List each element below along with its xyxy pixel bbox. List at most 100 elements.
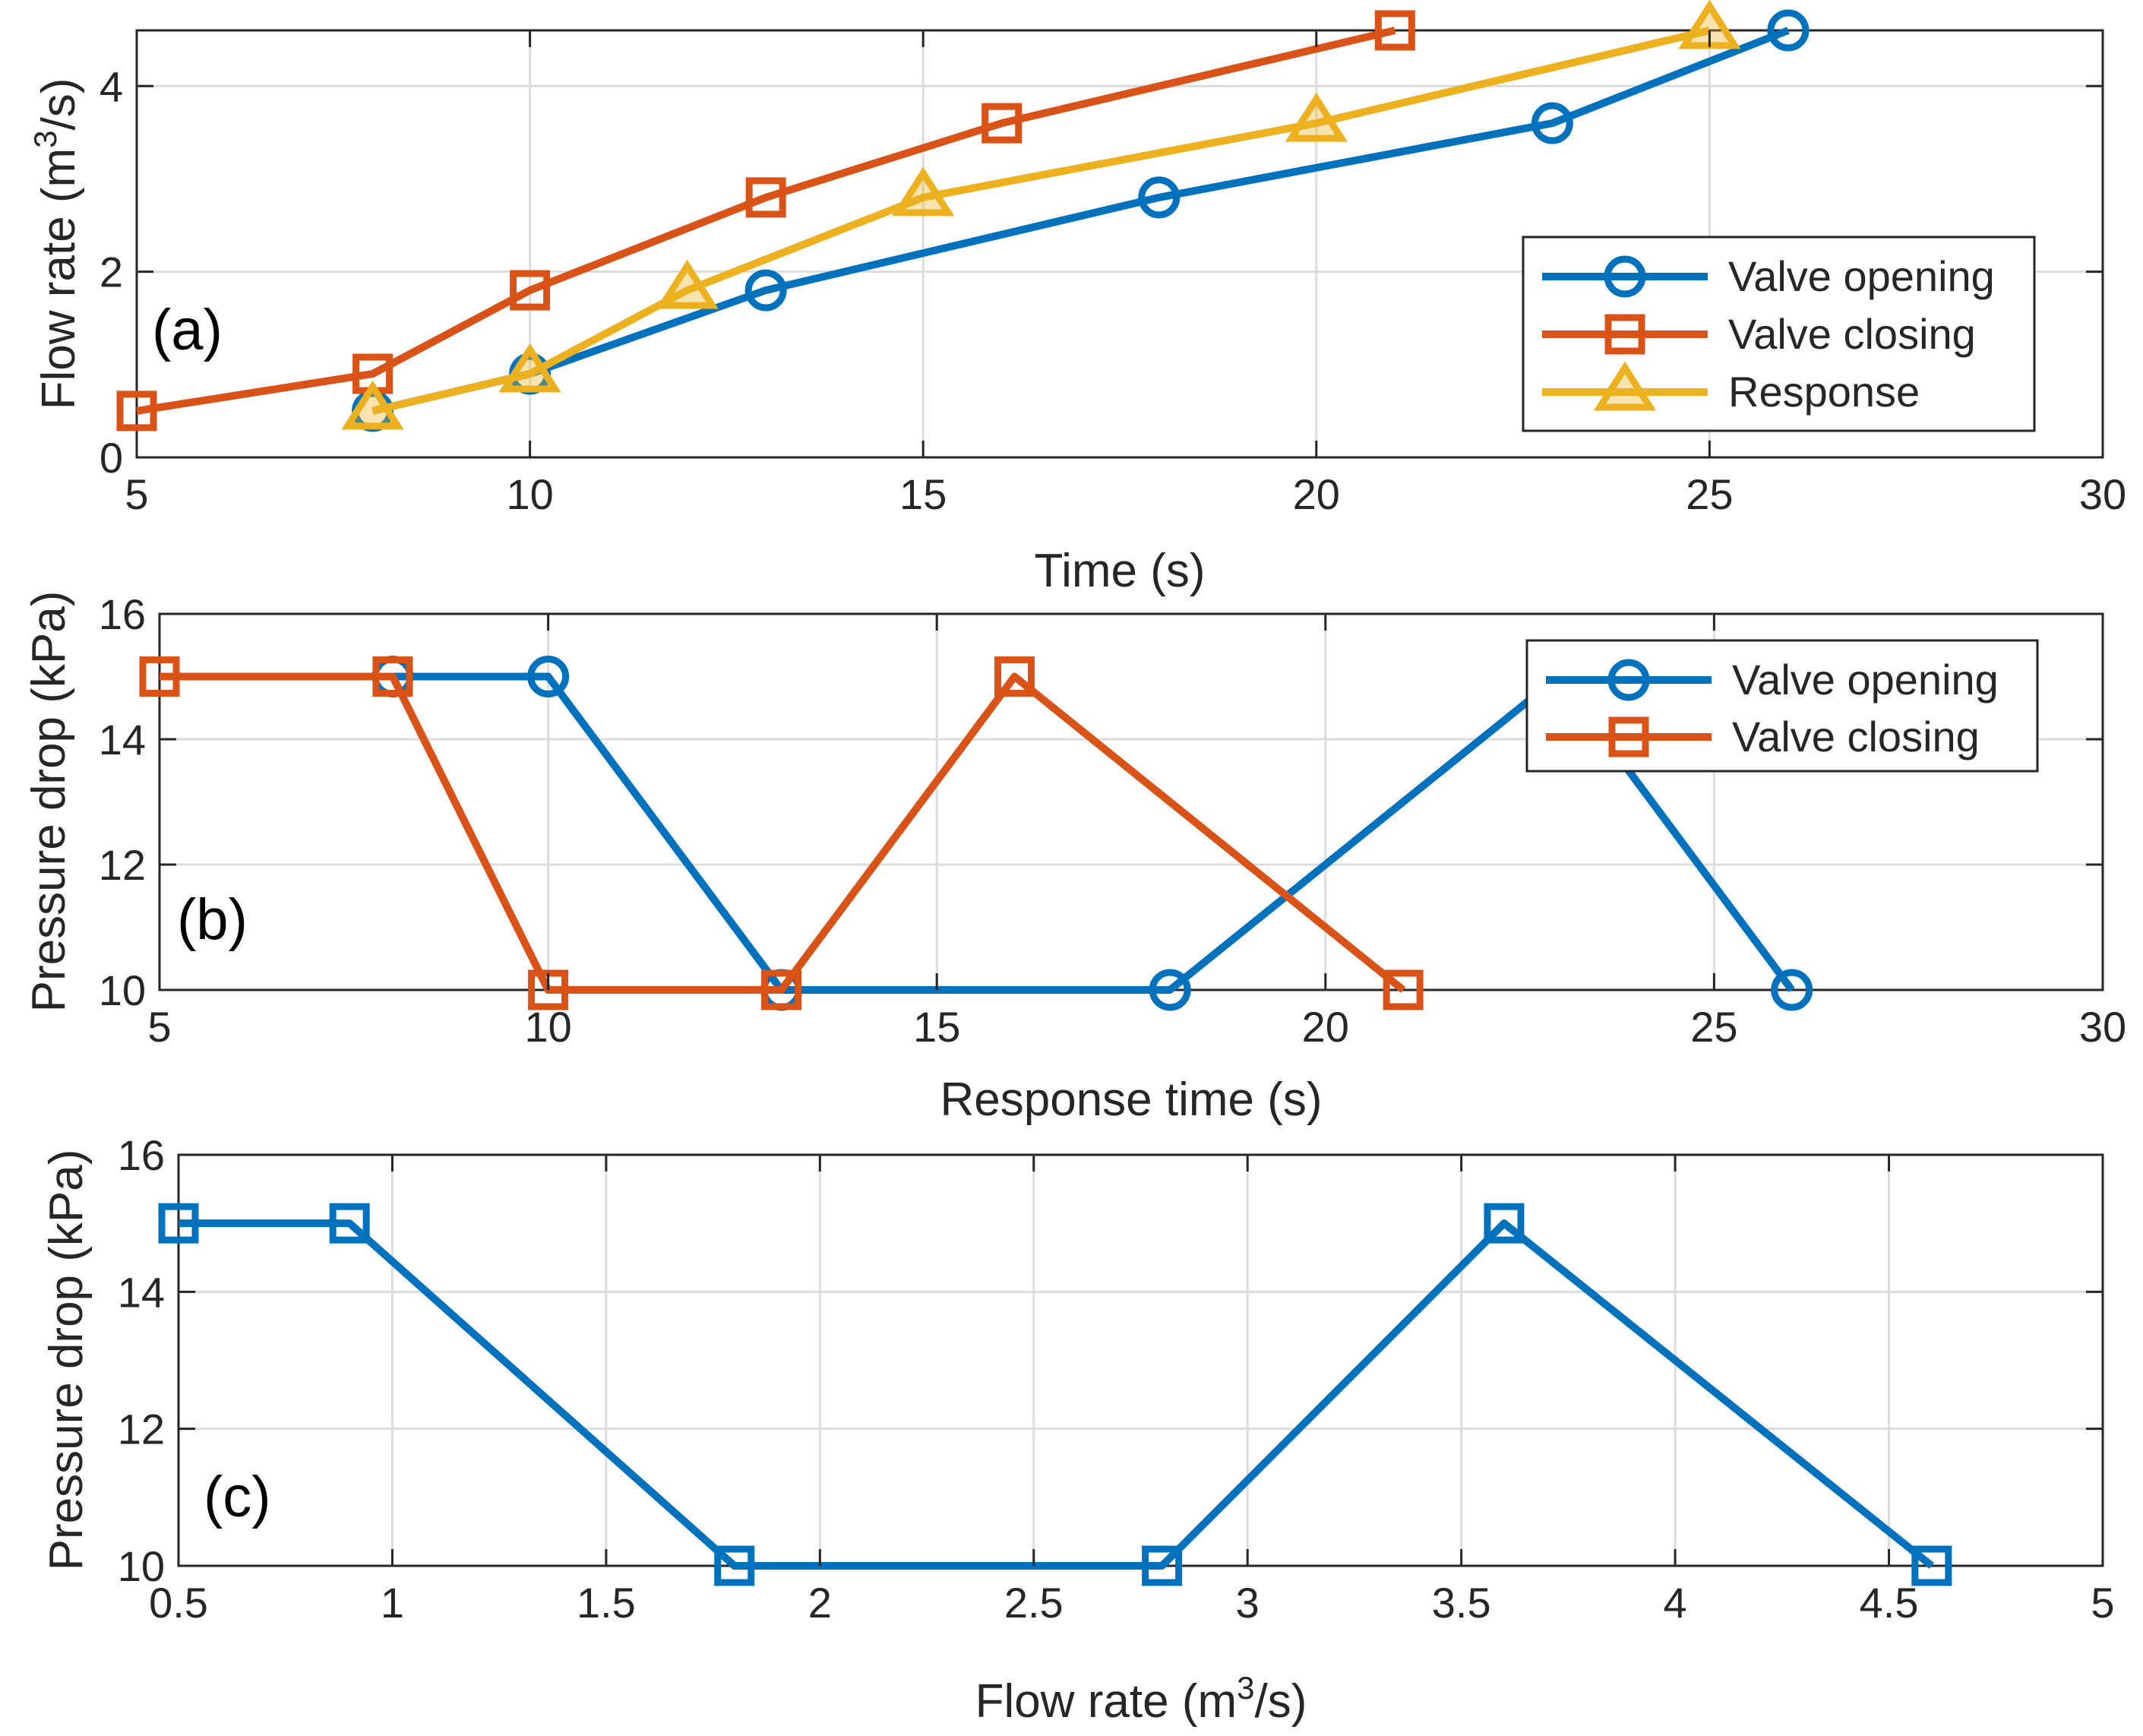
y-tick-label: 0 — [100, 434, 123, 482]
data-point-series — [1911, 1545, 1952, 1586]
data-point-valve-opening — [744, 269, 787, 311]
x-tick-label: 10 — [506, 470, 553, 518]
ticks-c: 0.5 1 1.5 2 2.5 3 3.5 4 4.5 5 10 12 14 16 — [118, 1131, 2115, 1627]
legend-a-entry-valve-opening: Valve opening — [1542, 252, 1995, 300]
series-line-valve-closing — [136, 27, 1396, 415]
ticks-a: 5 10 15 20 25 30 0 2 4 — [100, 30, 2126, 518]
legend-a: Valve opening Valve closing Response — [1522, 236, 2036, 432]
x-tick-label: 5 — [2091, 1579, 2114, 1627]
x-tick-label: 30 — [2079, 470, 2126, 518]
x-tick-label: 0.5 — [149, 1579, 208, 1627]
data-point-valve-closing — [372, 656, 413, 697]
y-axis-label-c: Pressure drop (kPa) — [40, 1149, 93, 1571]
legend-b-label-closing: Valve closing — [1732, 713, 1980, 760]
y-tick-label: 14 — [118, 1268, 165, 1316]
x-tick-label: 25 — [1690, 1003, 1737, 1051]
x-tick-label: 1.5 — [577, 1579, 636, 1627]
x-tick-label: 25 — [1686, 470, 1733, 518]
data-point-valve-opening — [1531, 102, 1573, 144]
x-tick-label: 4.5 — [1860, 1579, 1919, 1627]
y-tick-label: 16 — [99, 590, 146, 638]
panel-label-b: (b) — [177, 887, 248, 952]
data-point-valve-closing — [139, 656, 180, 697]
data-point-valve-opening — [1138, 176, 1181, 219]
y-tick-label: 12 — [99, 841, 146, 889]
x-tick-label: 5 — [147, 1003, 171, 1051]
data-point-valve-closing — [116, 391, 157, 432]
data-point-response — [1285, 92, 1348, 142]
x-axis-label-c-main: Flow rate (m — [975, 1675, 1237, 1728]
x-tick-label: 30 — [2079, 1003, 2126, 1051]
data-point-valve-opening — [527, 656, 570, 697]
data-point-valve-closing — [1374, 10, 1415, 51]
legend-b-entry-valve-opening: Valve opening — [1546, 656, 1999, 704]
x-tick-label: 10 — [524, 1003, 571, 1051]
data-point-series — [1484, 1203, 1525, 1244]
x-axis-label-c: Flow rate (m3/s) — [975, 1670, 1307, 1728]
panel-c-pressure-vs-flow-rate: 0.5 1 1.5 2 2.5 3 3.5 4 4.5 5 10 12 14 16 (c) Flow ra… — [40, 1131, 2115, 1728]
data-point-series — [1142, 1545, 1183, 1586]
x-tick-label: 5 — [125, 470, 148, 518]
legend-a-entry-response: Response — [1542, 361, 1920, 416]
x-tick-label: 2 — [808, 1579, 832, 1627]
data-point-series — [714, 1545, 755, 1586]
data-point-series — [158, 1203, 199, 1244]
series-line-valve-closing — [160, 672, 1406, 994]
legend-a-entry-valve-closing: Valve closing — [1542, 310, 1976, 358]
legend-a-marker-response — [1593, 361, 1657, 411]
x-tick-label: 1 — [381, 1579, 404, 1627]
legend-a-label-closing: Valve closing — [1728, 310, 1976, 358]
x-tick-label: 20 — [1302, 1003, 1349, 1051]
series-line-series — [179, 1219, 1934, 1570]
plot-area-c — [177, 1153, 2104, 1567]
panel-label-c: (c) — [204, 1465, 271, 1529]
x-tick-label: 3.5 — [1432, 1579, 1491, 1627]
x-axis-label-a: Time (s) — [1035, 545, 1206, 597]
series-c — [158, 1203, 1952, 1586]
data-point-valve-opening — [1771, 969, 1813, 1011]
x-tick-label: 20 — [1293, 470, 1340, 518]
data-point-response — [656, 259, 719, 309]
y-tick-label: 2 — [100, 248, 123, 296]
legend-b-label-opening: Valve opening — [1732, 656, 1999, 704]
x-tick-label: 4 — [1664, 1579, 1687, 1627]
x-tick-label: 15 — [913, 1003, 960, 1051]
data-point-valve-closing — [994, 656, 1035, 697]
y-axis-label-a: Flow rate (m3/s) — [27, 78, 85, 410]
data-point-valve-closing — [1383, 969, 1424, 1010]
series-line-response — [371, 27, 1711, 415]
y-axis-label-b: Pressure drop (kPa) — [23, 591, 75, 1013]
x-tick-label: 3 — [1236, 1579, 1260, 1627]
data-point-series — [329, 1203, 370, 1244]
data-point-valve-closing — [745, 177, 786, 218]
legend-a-marker-opening — [1604, 255, 1646, 298]
legend-b-entry-valve-closing: Valve closing — [1546, 713, 1980, 760]
x-tick-label: 15 — [899, 470, 947, 518]
gridlines-c — [179, 1155, 2103, 1566]
x-axis-label-c-sup: 3 — [1237, 1670, 1254, 1706]
data-point-valve-opening — [1767, 9, 1810, 52]
panel-a-flow-rate-vs-time: 5 10 15 20 25 30 0 2 4 (a) Time (s) Flow rate (m… — [27, 0, 2126, 597]
y-tick-label: 16 — [118, 1131, 165, 1179]
data-point-response — [892, 166, 955, 217]
data-point-response — [341, 380, 404, 430]
data-point-valve-closing — [981, 103, 1023, 144]
legend-b: Valve opening Valve closing — [1525, 639, 2039, 773]
legend-a-label-response: Response — [1728, 368, 1920, 416]
legend-a-label-opening: Valve opening — [1728, 252, 1995, 300]
legend-b-marker-closing — [1608, 716, 1649, 757]
panel-label-a: (a) — [152, 298, 223, 362]
data-point-valve-closing — [510, 270, 551, 311]
y-tick-label: 14 — [99, 716, 146, 764]
data-point-valve-closing — [761, 969, 802, 1010]
x-axis-label-c-tail: /s) — [1254, 1675, 1307, 1728]
series-b — [139, 656, 1813, 1011]
x-tick-label: 2.5 — [1004, 1579, 1064, 1627]
y-axis-label-a-sup: 3 — [27, 131, 63, 148]
y-tick-label: 12 — [118, 1406, 165, 1453]
y-tick-label: 4 — [100, 62, 123, 110]
x-axis-label-b: Response time (s) — [940, 1074, 1322, 1126]
series-a — [116, 0, 1810, 432]
